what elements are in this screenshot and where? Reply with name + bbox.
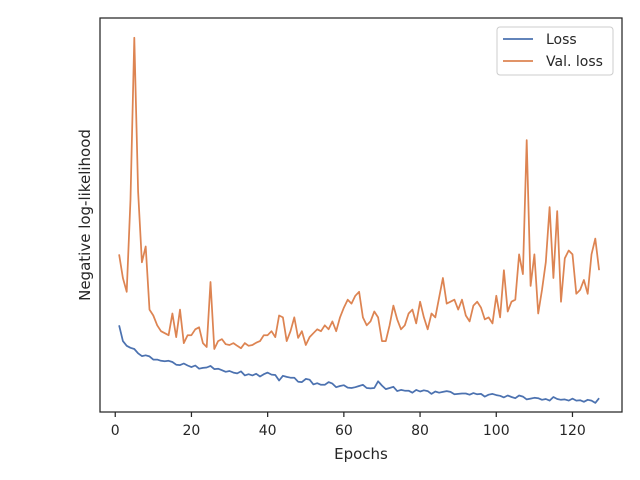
legend-label-loss: Loss	[546, 32, 577, 48]
legend: Loss Val. loss	[496, 26, 614, 76]
plot-frame	[99, 17, 623, 413]
x-tick-label: 0	[111, 423, 120, 439]
x-axis-ticks: 0 20 40 60 80 100 120	[111, 412, 586, 439]
x-tick-label: 100	[483, 423, 510, 439]
x-tick-label: 40	[259, 423, 277, 439]
plot-lines	[118, 36, 600, 404]
series-line-val-loss	[118, 36, 600, 350]
x-tick-label: 120	[559, 423, 586, 439]
series-line-loss	[118, 325, 600, 404]
y-axis-label: Negative log-likelihood	[76, 129, 94, 301]
legend-label-val-loss: Val. loss	[546, 54, 603, 70]
x-tick-label: 60	[335, 423, 353, 439]
x-axis-label: Epochs	[334, 445, 388, 463]
x-tick-label: 80	[411, 423, 429, 439]
x-tick-label: 20	[183, 423, 201, 439]
